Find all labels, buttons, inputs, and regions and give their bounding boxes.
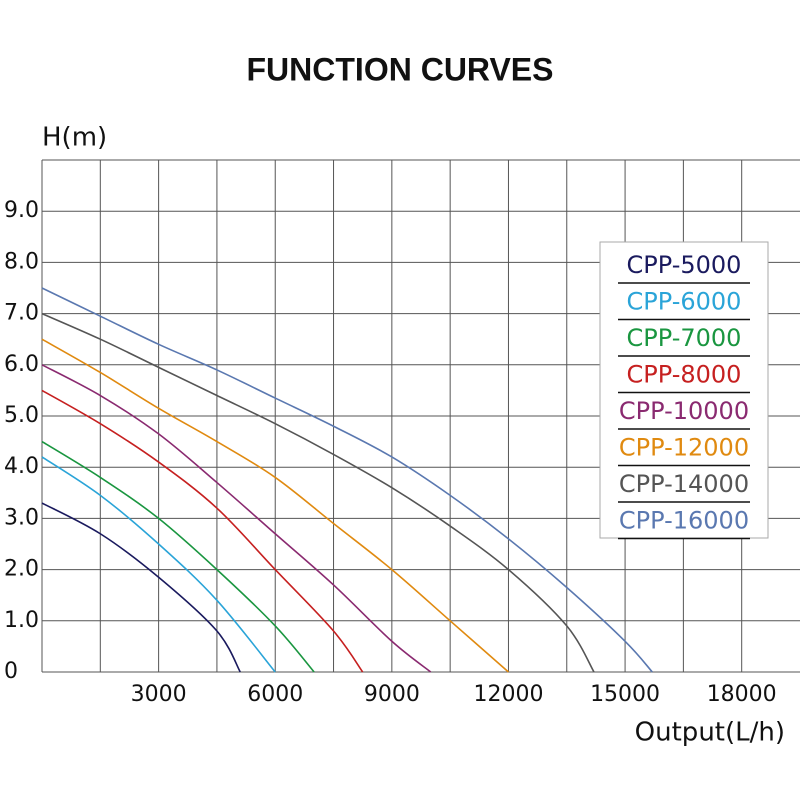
curve (41, 389, 364, 673)
legend-box (599, 241, 769, 539)
legend-label: CPP-10000 (619, 397, 749, 425)
curve (41, 440, 315, 673)
legend-label: CPP-5000 (627, 251, 742, 279)
curve (41, 312, 595, 673)
x-tick-label: 9000 (364, 682, 420, 707)
curve (41, 287, 653, 673)
curve (41, 338, 509, 673)
legend-label: CPP-12000 (619, 434, 749, 462)
legend-label: CPP-6000 (627, 288, 742, 316)
y-tick-label: 8.0 (4, 249, 39, 274)
y-tick-label: 7.0 (4, 301, 39, 326)
x-tick-label: 6000 (247, 682, 303, 707)
curve (41, 456, 276, 673)
curve (41, 364, 432, 673)
y-tick-label: 0 (4, 659, 18, 684)
curve (41, 502, 241, 673)
y-axis-label: H(m) (42, 123, 107, 153)
x-tick-label: 18000 (707, 682, 777, 707)
x-axis-label: Output(L/h) (635, 718, 785, 748)
y-tick-label: 4.0 (4, 454, 39, 479)
legend-label: CPP-7000 (627, 324, 742, 352)
y-tick-label: 9.0 (4, 198, 39, 223)
y-tick-label: 3.0 (4, 505, 39, 530)
x-tick-label: 12000 (473, 682, 543, 707)
y-tick-label: 5.0 (4, 403, 39, 428)
y-tick-label: 2.0 (4, 557, 39, 582)
x-tick-label: 3000 (131, 682, 187, 707)
legend-label: CPP-14000 (619, 470, 749, 498)
x-tick-label: 15000 (590, 682, 660, 707)
y-tick-label: 1.0 (4, 608, 39, 633)
legend-label: CPP-16000 (619, 507, 749, 535)
legend-label: CPP-8000 (627, 361, 742, 389)
y-tick-label: 6.0 (4, 352, 39, 377)
chart-title: FUNCTION CURVES (247, 51, 554, 87)
